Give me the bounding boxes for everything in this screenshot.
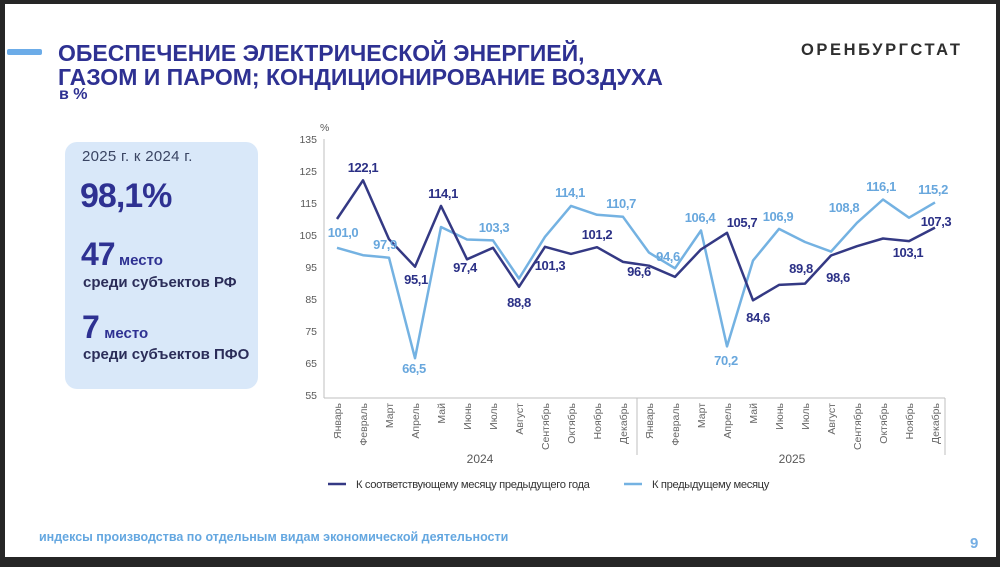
svg-text:103,3: 103,3: [479, 220, 510, 235]
svg-text:Декабрь: Декабрь: [930, 402, 942, 443]
svg-text:116,1: 116,1: [866, 179, 896, 194]
svg-text:Январь: Январь: [332, 402, 344, 439]
svg-text:2025: 2025: [779, 452, 806, 466]
svg-text:Октябрь: Октябрь: [566, 402, 578, 443]
svg-text:66,5: 66,5: [402, 361, 426, 376]
svg-text:2024: 2024: [467, 452, 494, 466]
svg-text:114,1: 114,1: [555, 185, 585, 200]
svg-text:107,3: 107,3: [921, 214, 952, 229]
svg-text:106,9: 106,9: [763, 209, 794, 224]
svg-text:Август: Август: [514, 403, 526, 435]
svg-text:Июнь: Июнь: [774, 402, 786, 429]
svg-text:101,2: 101,2: [582, 227, 613, 242]
svg-text:75: 75: [305, 326, 317, 338]
svg-text:84,6: 84,6: [746, 310, 770, 325]
svg-text:106,4: 106,4: [685, 210, 717, 225]
svg-text:88,8: 88,8: [507, 295, 531, 310]
svg-text:108,8: 108,8: [829, 200, 860, 215]
svg-text:122,1: 122,1: [348, 160, 379, 175]
svg-text:70,2: 70,2: [714, 353, 738, 368]
svg-text:Февраль: Февраль: [358, 402, 370, 445]
svg-text:105: 105: [299, 230, 317, 242]
svg-text:101,3: 101,3: [535, 258, 566, 273]
svg-text:Сентябрь: Сентябрь: [540, 402, 552, 450]
svg-text:Июнь: Июнь: [462, 402, 474, 429]
svg-text:115,2: 115,2: [918, 182, 948, 197]
svg-text:103,1: 103,1: [893, 245, 924, 260]
svg-text:Май: Май: [748, 403, 760, 424]
svg-text:%: %: [320, 122, 329, 134]
svg-text:Май: Май: [436, 403, 448, 424]
svg-text:К предыдущему месяцу: К предыдущему месяцу: [652, 479, 770, 491]
svg-text:98,6: 98,6: [826, 270, 850, 285]
svg-text:Апрель: Апрель: [410, 402, 422, 438]
svg-text:55: 55: [305, 390, 317, 402]
svg-text:96,6: 96,6: [627, 264, 651, 279]
svg-text:97,9: 97,9: [373, 237, 397, 252]
svg-text:Февраль: Февраль: [670, 402, 682, 445]
svg-text:Ноябрь: Ноябрь: [904, 402, 916, 439]
svg-text:89,8: 89,8: [789, 261, 813, 276]
svg-text:Март: Март: [696, 403, 708, 428]
svg-text:Март: Март: [384, 403, 396, 428]
svg-text:Ноябрь: Ноябрь: [592, 402, 604, 439]
svg-text:Сентябрь: Сентябрь: [852, 402, 864, 450]
svg-text:95,1: 95,1: [404, 272, 428, 287]
svg-text:114,1: 114,1: [428, 186, 458, 201]
svg-text:Октябрь: Октябрь: [878, 402, 890, 443]
svg-text:97,4: 97,4: [453, 260, 478, 275]
svg-text:85: 85: [305, 294, 317, 306]
svg-text:110,7: 110,7: [606, 196, 636, 211]
svg-text:135: 135: [299, 134, 317, 146]
svg-text:95: 95: [305, 262, 317, 274]
svg-text:К соответствующему месяцу пред: К соответствующему месяцу предыдущего го…: [356, 479, 591, 491]
svg-text:65: 65: [305, 358, 317, 370]
svg-text:Декабрь: Декабрь: [618, 402, 630, 443]
svg-text:105,7: 105,7: [727, 215, 758, 230]
svg-text:101,0: 101,0: [328, 225, 359, 240]
svg-text:115: 115: [300, 198, 317, 210]
svg-text:94,6: 94,6: [656, 249, 680, 264]
svg-text:125: 125: [299, 166, 317, 178]
svg-text:Июль: Июль: [488, 402, 500, 429]
svg-text:Апрель: Апрель: [722, 402, 734, 438]
svg-text:Январь: Январь: [644, 402, 656, 439]
svg-text:Август: Август: [826, 403, 838, 435]
svg-text:Июль: Июль: [800, 402, 812, 429]
